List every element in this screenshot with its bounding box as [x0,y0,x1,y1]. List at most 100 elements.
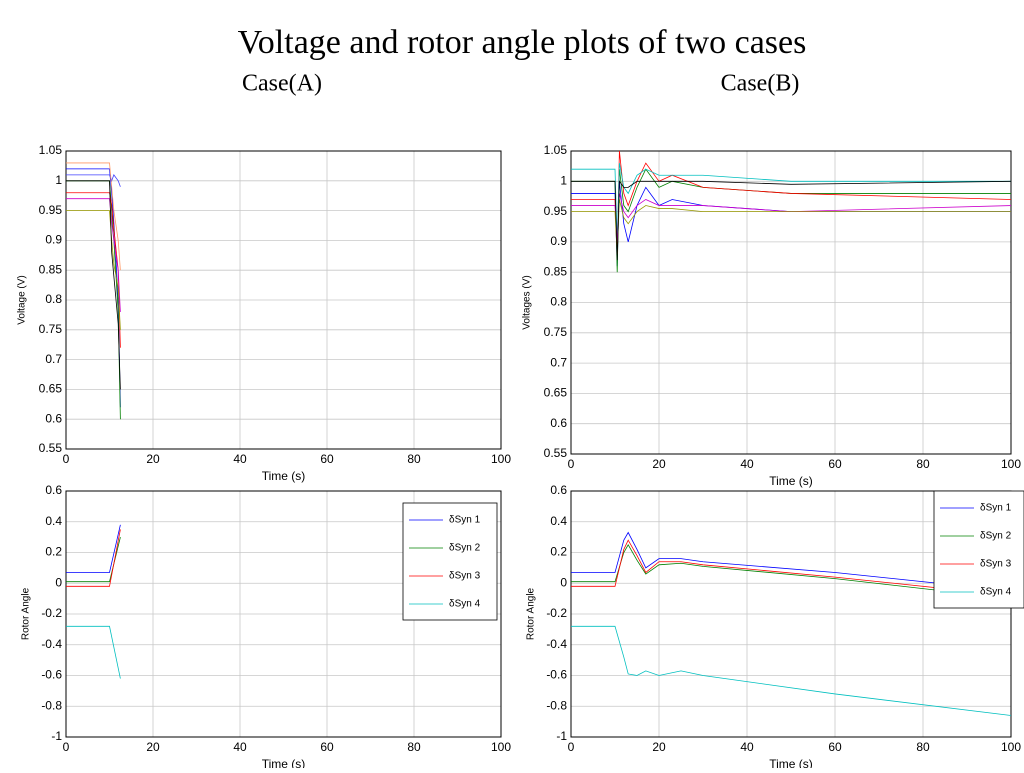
series-line [66,198,121,312]
y-tick-label: -1 [556,729,567,743]
y-tick-label: 0.9 [550,234,567,248]
x-tick-label: 60 [320,740,334,754]
legend-label: δSyn 1 [980,503,1012,514]
y-tick-label: 0.7 [550,355,567,369]
x-axis-label: Time (s) [262,469,306,483]
x-tick-label: 0 [63,452,70,466]
series-line [571,531,1011,592]
y-tick-label: 0.65 [544,386,568,400]
y-tick-label: 0.4 [550,514,567,528]
legend-label: δSyn 1 [449,515,481,526]
legend-label: δSyn 3 [449,571,481,582]
x-axis-label: Time (s) [769,474,813,488]
series-line [571,625,1011,716]
y-tick-label: 0.6 [550,483,567,497]
y-axis-label: Voltage (V) [17,275,28,324]
legend-box [402,502,498,621]
y-tick-label: 0.2 [550,545,567,559]
x-axis-label: Time (s) [769,757,813,768]
y-tick-label: 1.05 [39,143,63,157]
x-tick-label: 60 [320,452,334,466]
caption: Case(A) [242,71,322,97]
x-tick-label: 20 [146,452,160,466]
x-tick-label: 40 [740,457,754,471]
y-tick-label: 0.55 [39,441,63,455]
x-axis-label: Time (s) [262,757,306,768]
x-tick-label: 80 [407,452,421,466]
y-tick-label: 0.2 [45,545,62,559]
series-line [66,173,121,187]
y-axis-label: Rotor Angle [21,587,32,640]
y-tick-label: 0.8 [45,292,62,306]
x-tick-label: 0 [568,740,575,754]
y-tick-label: 0 [560,575,567,589]
series-line [66,537,121,583]
y-axis-label: Rotor Angle [526,587,537,640]
y-tick-label: 1.05 [544,143,568,157]
legend-label: δSyn 4 [449,599,481,610]
series-line [571,539,1011,596]
x-tick-label: 80 [916,740,930,754]
y-tick-label: 0.7 [45,352,62,366]
legend-box [933,490,1024,609]
x-tick-label: 40 [740,740,754,754]
x-tick-label: 40 [233,452,247,466]
x-tick-label: 0 [63,740,70,754]
y-tick-label: -0.8 [546,698,567,712]
plot-frame [570,150,1012,455]
y-tick-label: 0.4 [45,514,62,528]
y-tick-label: 0.65 [39,382,63,396]
plot-frame [65,490,502,738]
plot-frame [570,490,1012,738]
y-tick-label: 0.6 [45,483,62,497]
y-tick-label: -0.4 [546,637,567,651]
x-tick-label: 80 [407,740,421,754]
caption: Case(B) [721,71,800,97]
x-tick-label: 100 [1001,457,1021,471]
y-tick-label: 1 [55,173,62,187]
x-tick-label: 60 [828,457,842,471]
y-tick-label: 0.75 [544,325,568,339]
series-line [571,180,1011,261]
y-tick-label: -0.8 [41,698,62,712]
legend-label: δSyn 2 [449,543,481,554]
y-tick-label: 0.85 [39,262,63,276]
series-line [66,180,121,390]
x-tick-label: 20 [146,740,160,754]
x-tick-label: 20 [652,457,666,471]
legend-label: δSyn 2 [980,531,1012,542]
series-line [571,193,1011,242]
x-tick-label: 0 [568,457,575,471]
plot-frame [65,150,502,450]
y-tick-label: 0 [55,575,62,589]
y-tick-label: -0.6 [546,668,567,682]
y-tick-label: 0.8 [550,295,567,309]
y-tick-label: -0.2 [546,606,567,620]
x-tick-label: 100 [491,740,511,754]
legend-label: δSyn 3 [980,559,1012,570]
y-tick-label: 1 [560,173,567,187]
series-line [66,625,121,679]
y-tick-label: -0.6 [41,668,62,682]
y-tick-label: 0.6 [550,416,567,430]
y-tick-label: 0.85 [544,264,568,278]
x-tick-label: 100 [491,452,511,466]
y-tick-label: 0.75 [39,322,63,336]
y-tick-label: -0.4 [41,637,62,651]
legend-label: δSyn 4 [980,587,1012,598]
y-tick-label: -1 [51,729,62,743]
series-line [66,524,121,573]
x-tick-label: 20 [652,740,666,754]
y-axis-label: Voltages (V) [522,275,533,329]
y-tick-label: -0.2 [41,606,62,620]
y-tick-label: 0.9 [45,233,62,247]
y-tick-label: 0.95 [39,203,63,217]
x-tick-label: 60 [828,740,842,754]
series-line [66,162,121,271]
y-tick-label: 0.55 [544,446,568,460]
series-line [66,529,121,587]
x-tick-label: 40 [233,740,247,754]
x-tick-label: 100 [1001,740,1021,754]
slide-title: Voltage and rotor angle plots of two cas… [238,24,807,61]
